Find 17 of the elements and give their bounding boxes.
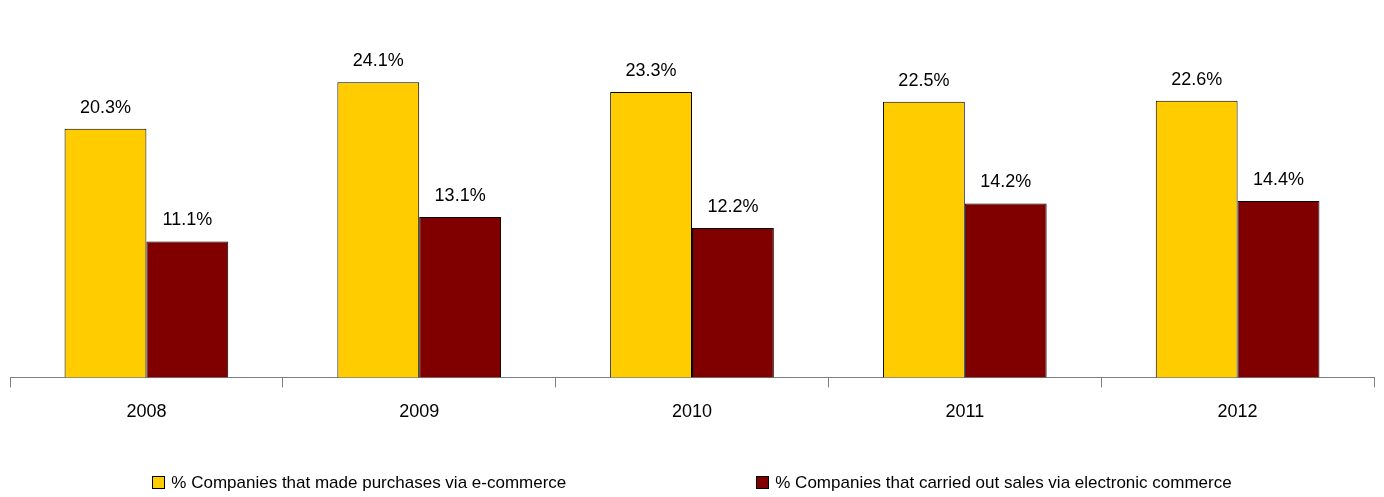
data-label: 13.1% bbox=[434, 184, 486, 205]
data-label: 12.2% bbox=[707, 195, 759, 216]
data-label: 23.3% bbox=[625, 60, 677, 81]
data-label: 14.2% bbox=[980, 171, 1032, 192]
data-label: 24.1% bbox=[352, 50, 404, 71]
data-label: 14.4% bbox=[1253, 169, 1305, 190]
x-tick-label: 2010 bbox=[671, 401, 713, 422]
data-label: 22.6% bbox=[1171, 68, 1223, 89]
legend-label: % Companies that carried out sales via electronic commerce bbox=[774, 473, 1232, 493]
x-tick-label: 2011 bbox=[945, 401, 985, 422]
data-label: 22.5% bbox=[898, 69, 950, 90]
x-tick-label: 2009 bbox=[399, 401, 440, 422]
data-label: 20.3% bbox=[79, 96, 131, 117]
data-label: 11.1% bbox=[162, 209, 213, 230]
x-tick-label: 2008 bbox=[126, 401, 167, 422]
x-tick-label: 2012 bbox=[1217, 401, 1258, 422]
legend-label: % Companies that made purchases via e-commerce bbox=[170, 473, 567, 493]
